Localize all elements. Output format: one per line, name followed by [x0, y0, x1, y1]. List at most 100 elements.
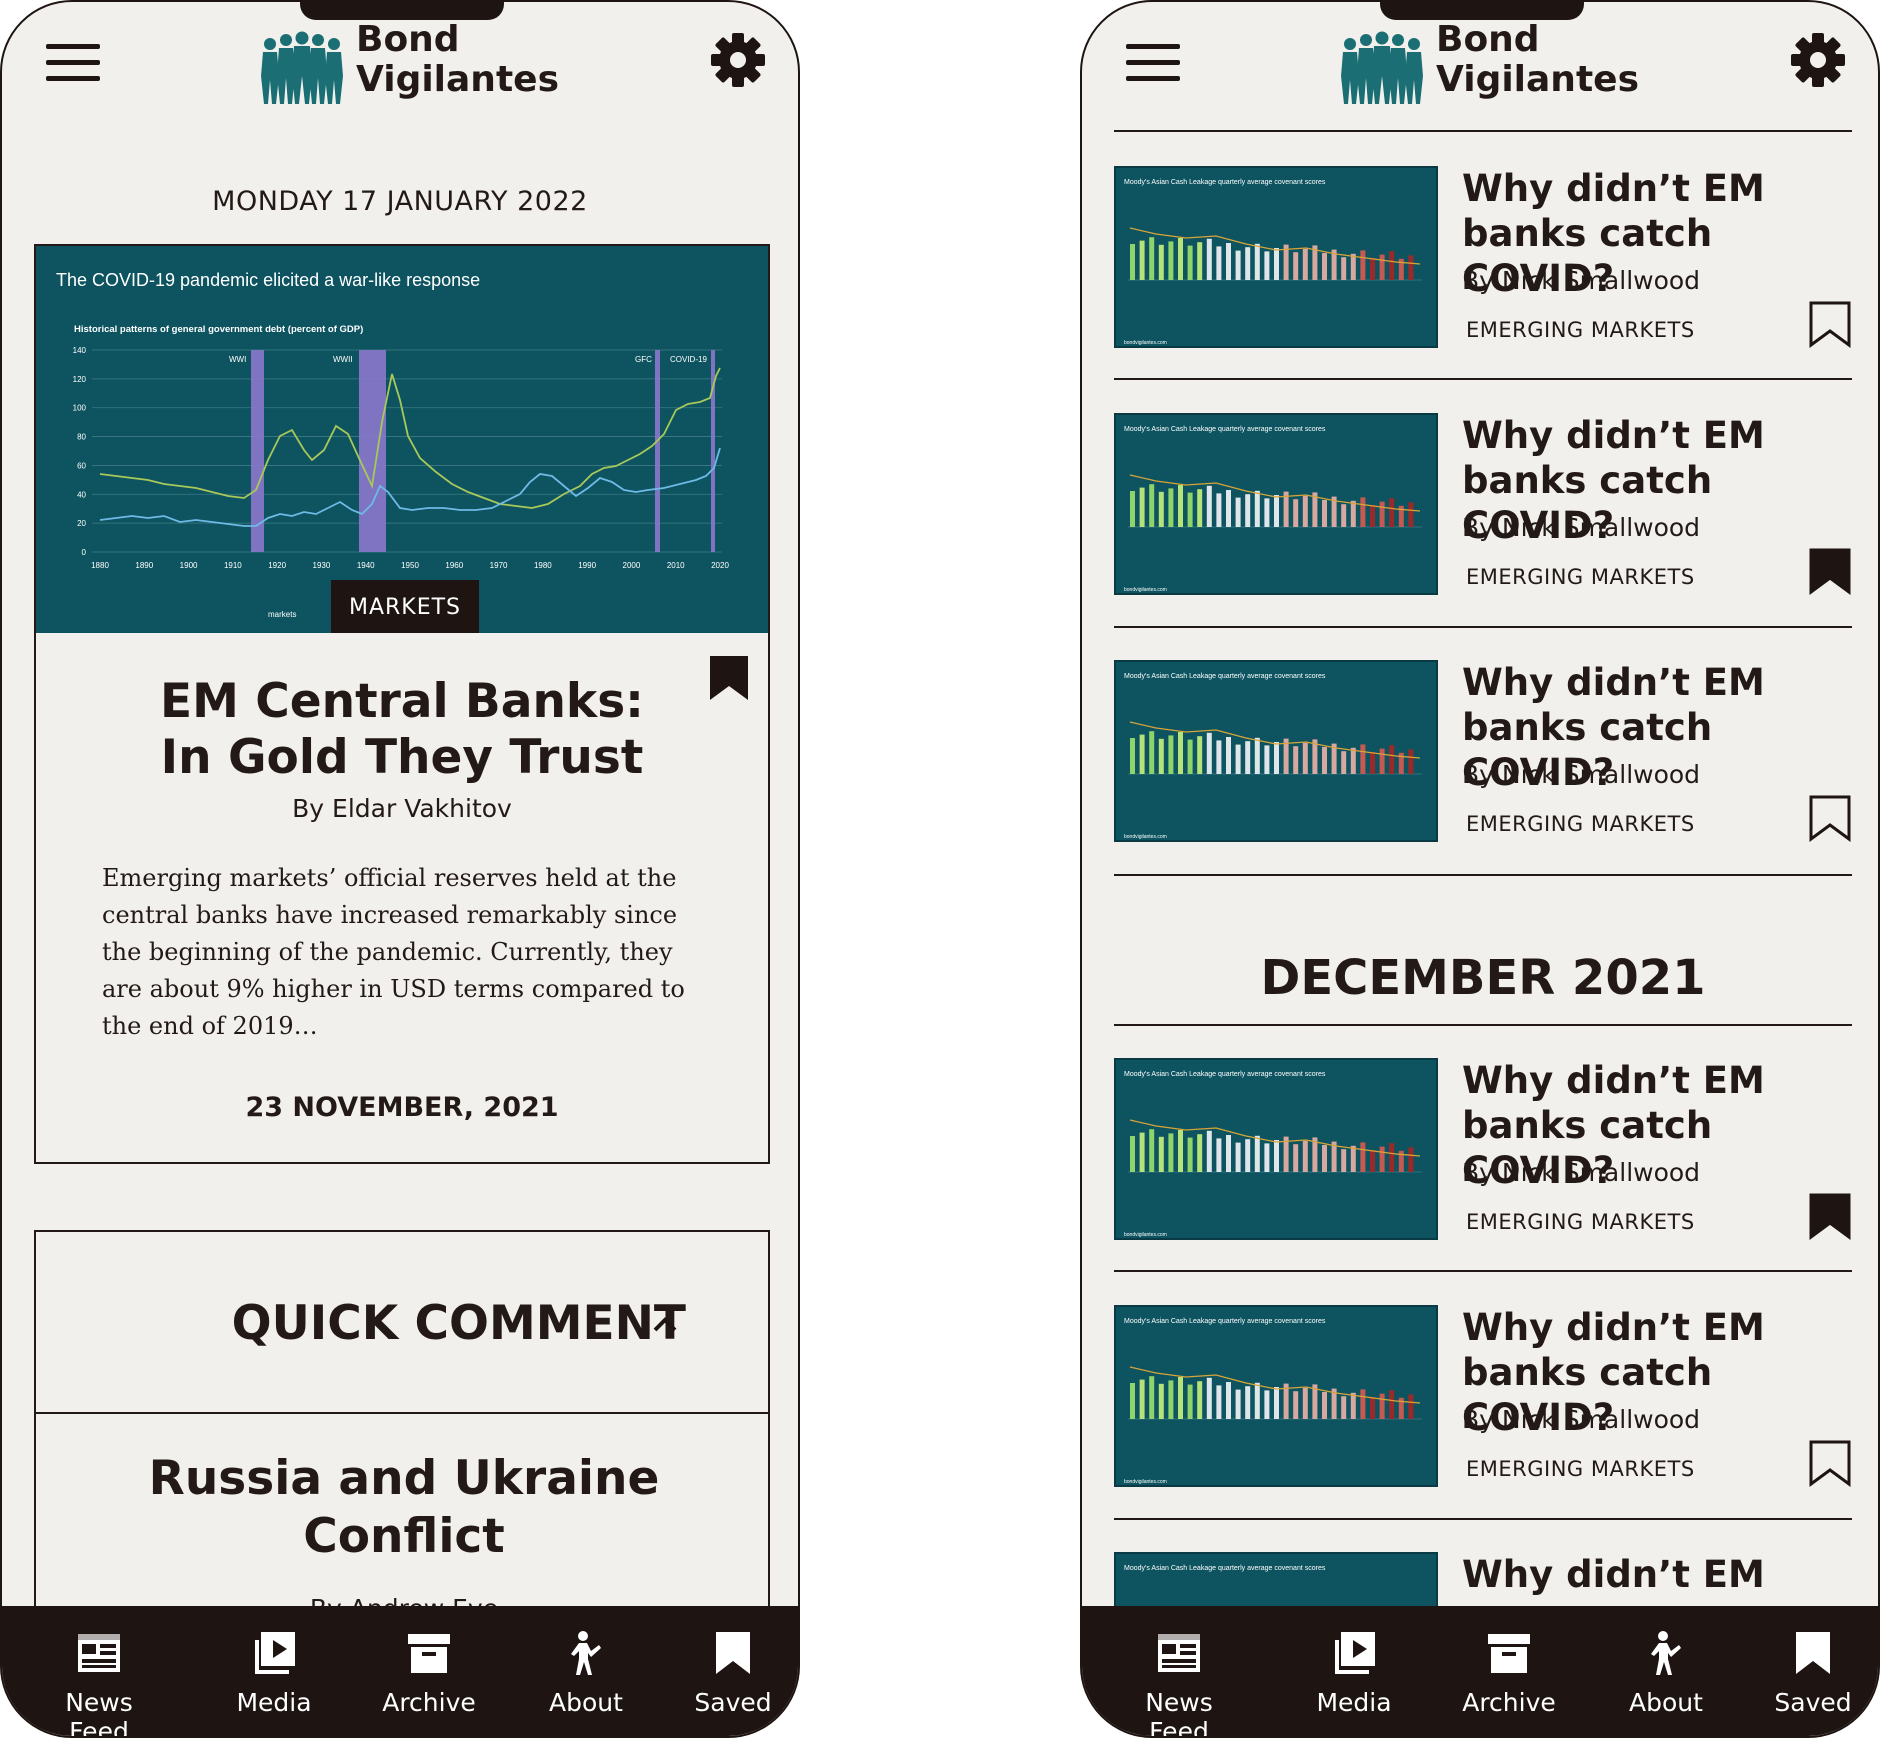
divider: [1114, 1518, 1852, 1520]
article-row[interactable]: Moody's Asian Cash Leakage quarterly ave…: [1114, 166, 1852, 412]
article-row[interactable]: Moody's Asian Cash Leakage quarterly ave…: [1114, 1058, 1852, 1304]
bookmark-filled-icon[interactable]: [708, 654, 750, 702]
article-title[interactable]: Why didn’t EM banks catch COVID?: [1462, 660, 1862, 795]
qc-title-line-2: Conflict: [303, 1509, 505, 1564]
x-tick-label: 1890: [135, 561, 153, 570]
article-thumbnail[interactable]: Moody's Asian Cash Leakage quarterly ave…: [1114, 413, 1438, 595]
divider: [1114, 130, 1852, 132]
thumbnail-caption: Moody's Asian Cash Leakage quarterly ave…: [1124, 1318, 1326, 1325]
tab-about[interactable]: About: [521, 1628, 651, 1717]
y-tick-label: 100: [73, 404, 87, 413]
news-feed-icon: [78, 1634, 120, 1672]
article-title-line-1: Why didn’t EM: [1462, 1553, 1765, 1596]
bookmark-outline-icon[interactable]: [1808, 794, 1852, 842]
article-author: By Nick Smallwood: [1462, 513, 1701, 542]
article-title-line-1: Why didn’t EM: [1462, 1306, 1765, 1349]
article-row[interactable]: Moody's Asian Cash Leakage quarterly ave…: [1114, 660, 1852, 906]
bookmark-filled-icon[interactable]: [1808, 1192, 1852, 1240]
article-tag[interactable]: EMERGING MARKETS: [1466, 812, 1695, 836]
article-title[interactable]: Why didn’t EM banks catch COVID?: [1462, 1305, 1862, 1440]
article-title[interactable]: Why didn’t EM: [1462, 1552, 1862, 1597]
thumbnail-caption: Moody's Asian Cash Leakage quarterly ave…: [1124, 179, 1326, 186]
article-row[interactable]: Moody's Asian Cash Leakage quarterly ave…: [1114, 413, 1852, 659]
image-chart-gridlines: [92, 349, 722, 553]
logo-people-icon: [1341, 31, 1423, 104]
x-tick-label: 1980: [534, 561, 552, 570]
bookmark-filled-icon[interactable]: [1808, 547, 1852, 595]
saved-icon: [1796, 1632, 1830, 1674]
phone-archive-list: Bond Vigilantes: [1080, 0, 1880, 1738]
menu-icon[interactable]: [46, 44, 100, 82]
chevron-up-icon[interactable]: [650, 1312, 680, 1336]
feed-date: MONDAY 17 JANUARY 2022: [212, 186, 588, 217]
category-badge[interactable]: MARKETS: [331, 580, 479, 633]
tab-label-archive: Archive: [382, 1688, 476, 1717]
month-section-heading: DECEMBER 2021: [1260, 950, 1706, 1006]
thumbnail-footer: bondvigilantes.com: [1124, 340, 1167, 346]
tab-news-feed[interactable]: News Feed: [34, 1628, 164, 1736]
tab-label-about: About: [549, 1688, 623, 1717]
app-logo[interactable]: Bond Vigilantes: [1340, 20, 1640, 110]
article-tag[interactable]: EMERGING MARKETS: [1466, 565, 1695, 589]
article-title-line-2: banks catch COVID?: [1462, 1104, 1713, 1192]
phone-news-feed: Bond Vigilantes MONDAY: [0, 0, 800, 1738]
thumbnail-caption: Moody's Asian Cash Leakage quarterly ave…: [1124, 1565, 1326, 1572]
settings-gear-icon[interactable]: [710, 32, 766, 88]
x-tick-label: 1940: [357, 561, 375, 570]
x-tick-label: 1930: [313, 561, 331, 570]
article-row[interactable]: Moody's Asian Cash Leakage quarterly ave…: [1114, 1552, 1852, 1610]
article-thumbnail[interactable]: Moody's Asian Cash Leakage quarterly ave…: [1114, 166, 1438, 348]
gfc-band: [655, 350, 660, 552]
x-tick-label: 1880: [91, 561, 109, 570]
x-tick-label: 1900: [180, 561, 198, 570]
tab-archive[interactable]: Archive: [364, 1628, 494, 1717]
article-title[interactable]: Why didn’t EM banks catch COVID?: [1462, 413, 1862, 548]
article-title-line-2: banks catch COVID?: [1462, 212, 1713, 300]
tab-about[interactable]: About: [1601, 1628, 1731, 1717]
tab-label-media: Media: [236, 1688, 312, 1717]
article-title[interactable]: Why didn’t EM banks catch COVID?: [1462, 1058, 1862, 1193]
settings-gear-icon[interactable]: [1790, 32, 1846, 88]
tab-news-feed[interactable]: News Feed: [1114, 1628, 1244, 1736]
thumbnail-caption: Moody's Asian Cash Leakage quarterly ave…: [1124, 673, 1326, 680]
featured-article-card[interactable]: The COVID-19 pandemic elicited a war-lik…: [34, 244, 770, 1164]
news-feed-scroll[interactable]: Bond Vigilantes MONDAY: [2, 2, 798, 1610]
thumbnail-footer: bondvigilantes.com: [1124, 1479, 1167, 1485]
archive-scroll[interactable]: Bond Vigilantes: [1082, 2, 1878, 1610]
image-headline: The COVID-19 pandemic elicited a war-lik…: [56, 270, 480, 290]
article-thumbnail[interactable]: Moody's Asian Cash Leakage quarterly ave…: [1114, 1058, 1438, 1240]
article-thumbnail[interactable]: Moody's Asian Cash Leakage quarterly ave…: [1114, 660, 1438, 842]
article-thumbnail[interactable]: Moody's Asian Cash Leakage quarterly ave…: [1114, 1552, 1438, 1610]
wwii-band: [359, 350, 386, 552]
article-tag[interactable]: EMERGING MARKETS: [1466, 1210, 1695, 1234]
media-icon: [255, 1632, 295, 1674]
bookmark-outline-icon[interactable]: [1808, 1439, 1852, 1487]
bottom-tab-bar: News Feed Media Archive About Saved: [2, 1606, 798, 1736]
article-title-line-1: Why didn’t EM: [1462, 167, 1765, 210]
tab-saved[interactable]: Saved: [668, 1628, 798, 1717]
about-icon: [1651, 1631, 1681, 1675]
quick-comment-article[interactable]: Russia and Ukraine Conflict By Andrew Ev…: [34, 1412, 770, 1610]
article-thumbnail[interactable]: Moody's Asian Cash Leakage quarterly ave…: [1114, 1305, 1438, 1487]
debt-history-chart-image: The COVID-19 pandemic elicited a war-lik…: [56, 270, 729, 619]
tab-archive[interactable]: Archive: [1444, 1628, 1574, 1717]
featured-article-excerpt: Emerging markets’ official reserves held…: [102, 864, 685, 1040]
tab-saved[interactable]: Saved: [1748, 1628, 1878, 1717]
featured-article-title[interactable]: EM Central Banks: In Gold They Trust: [36, 674, 768, 786]
quick-comment-header[interactable]: QUICK COMMENT: [34, 1230, 770, 1414]
article-tag[interactable]: EMERGING MARKETS: [1466, 1457, 1695, 1481]
news-feed-icon: [1158, 1634, 1200, 1672]
x-tick-label: 1960: [445, 561, 463, 570]
event-label-wwii: WWII: [333, 355, 353, 364]
image-legend-fragment: markets: [268, 610, 296, 619]
article-tag[interactable]: EMERGING MARKETS: [1466, 318, 1695, 342]
bookmark-outline-icon[interactable]: [1808, 300, 1852, 348]
covenant-scores-chart-image: Moody's Asian Cash Leakage quarterly ave…: [1124, 179, 1422, 346]
app-logo[interactable]: Bond Vigilantes: [260, 20, 560, 110]
tab-media[interactable]: Media: [1289, 1628, 1419, 1717]
divider: [1114, 378, 1852, 380]
article-title[interactable]: Why didn’t EM banks catch COVID?: [1462, 166, 1862, 301]
menu-icon[interactable]: [1126, 44, 1180, 82]
article-row[interactable]: Moody's Asian Cash Leakage quarterly ave…: [1114, 1305, 1852, 1551]
tab-media[interactable]: Media: [209, 1628, 339, 1717]
